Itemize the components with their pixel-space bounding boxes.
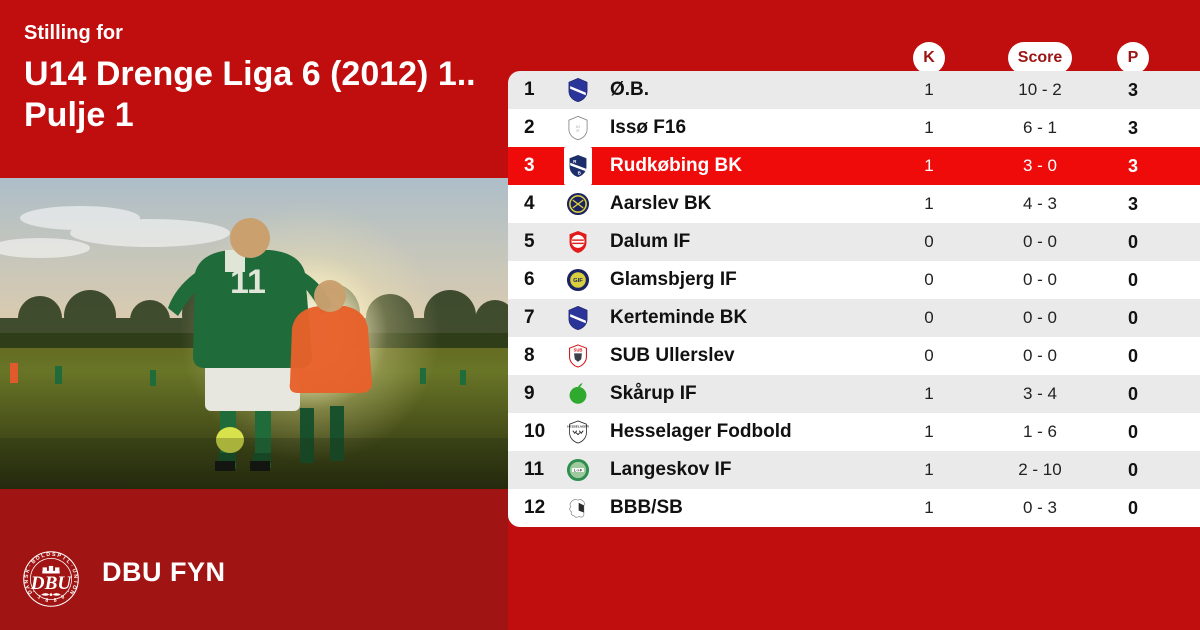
svg-text:S: S bbox=[24, 574, 30, 579]
svg-text:S: S bbox=[52, 552, 57, 558]
svg-text:8: 8 bbox=[45, 598, 49, 604]
svg-text:·: · bbox=[28, 564, 34, 569]
svg-text:1: 1 bbox=[36, 594, 42, 601]
svg-text:N: N bbox=[72, 574, 78, 579]
svg-text:9: 9 bbox=[60, 594, 66, 601]
svg-text:P: P bbox=[56, 553, 62, 560]
svg-text:D: D bbox=[46, 552, 51, 558]
svg-text:N: N bbox=[24, 579, 30, 584]
svg-text:U: U bbox=[70, 568, 77, 574]
svg-text:GIF: GIF bbox=[573, 278, 583, 284]
svg-text:IF: IF bbox=[577, 129, 580, 133]
svg-text:K: K bbox=[25, 568, 32, 574]
svg-text:I: I bbox=[72, 581, 78, 584]
svg-text:L·I·F: L·I·F bbox=[574, 467, 583, 472]
svg-text:HESSELAGER: HESSELAGER bbox=[567, 424, 589, 428]
svg-text:11: 11 bbox=[230, 263, 266, 301]
svg-text:·: · bbox=[68, 564, 74, 569]
svg-text:I: I bbox=[62, 556, 67, 562]
svg-text:L: L bbox=[41, 553, 47, 560]
svg-text:SUB: SUB bbox=[574, 347, 583, 352]
